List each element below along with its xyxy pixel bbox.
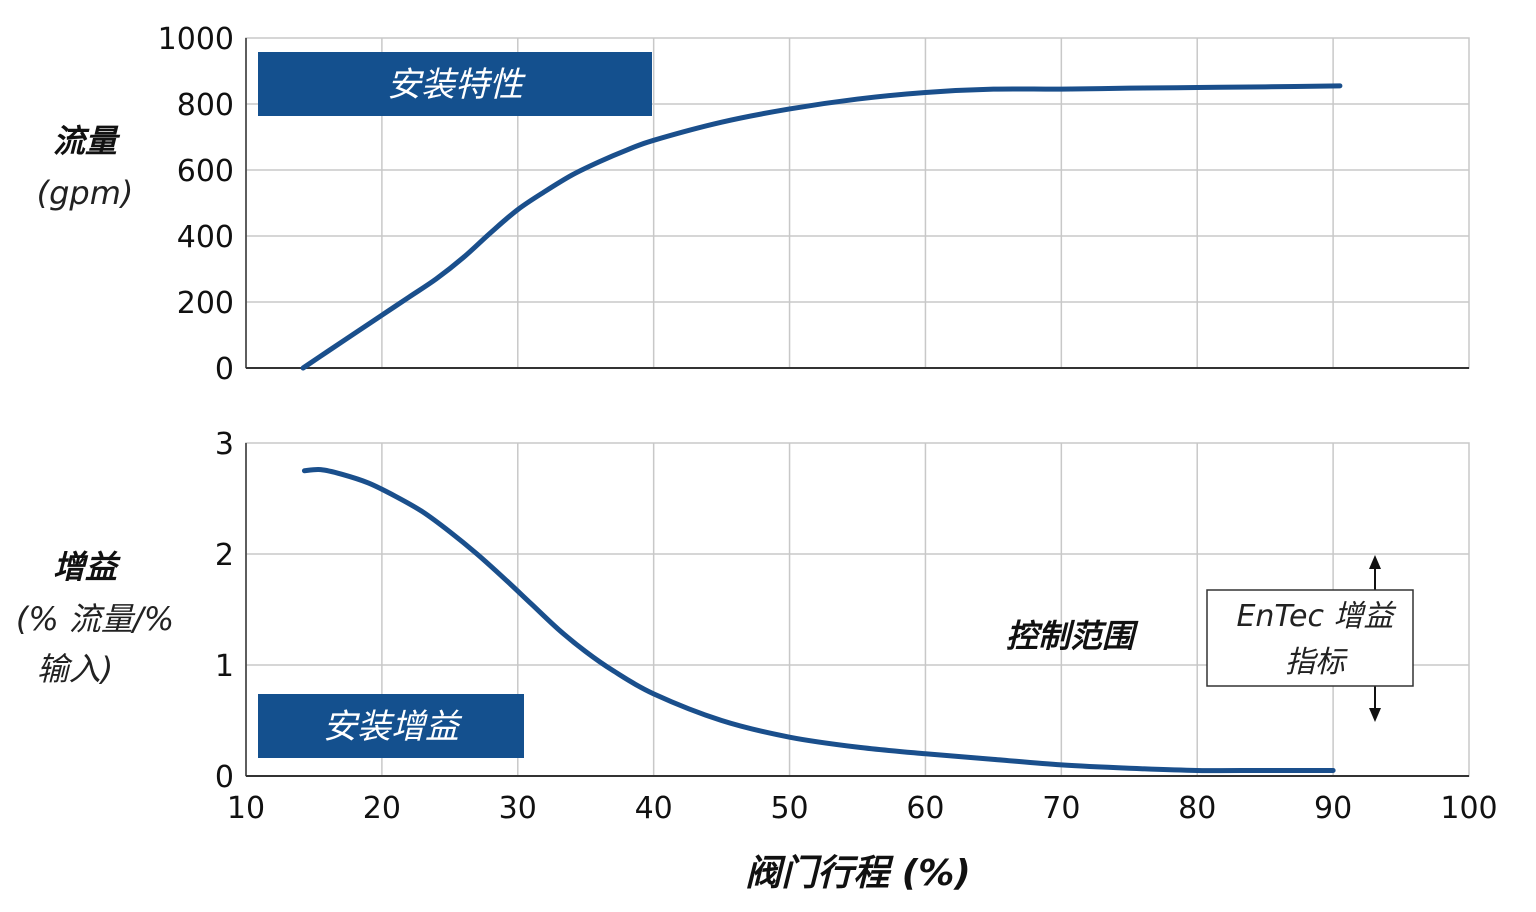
- flow-y-tick-label: 200: [177, 286, 234, 321]
- flow-curve: [300, 83, 1343, 371]
- entec-gain-box: [1206, 589, 1414, 687]
- x-tick-label: 70: [1042, 791, 1080, 826]
- gain-label-box: [258, 694, 524, 758]
- arrow-down-icon: [1369, 708, 1381, 722]
- control-range-label: 控制范围: [1006, 617, 1139, 655]
- gain-y-tick-label: 2: [215, 538, 234, 573]
- flow-y-tick-label: 1000: [158, 22, 234, 57]
- flow-y-tick-label: 800: [177, 88, 234, 123]
- x-tick-label: 30: [499, 791, 537, 826]
- gain-label-text: 安装增益: [323, 707, 463, 747]
- gain-curve: [301, 467, 1336, 774]
- flow-y-tick-label: 400: [177, 220, 234, 255]
- entec-gain-text-line2: 指标: [1285, 645, 1348, 680]
- gain-y-tick-label: 3: [215, 427, 234, 462]
- flow-label-box: [258, 52, 652, 116]
- flow-y-tick-label: 600: [177, 154, 234, 189]
- x-tick-label: 90: [1314, 791, 1352, 826]
- flow-panel: 0 200 400 600 800 1000 安装特性: [158, 22, 1470, 387]
- gain-y-tick-label: 1: [215, 649, 234, 684]
- x-tick-label: 20: [363, 791, 401, 826]
- flow-y-tick-label: 0: [215, 352, 234, 387]
- gain-axis-title: 增益: [53, 548, 121, 586]
- x-axis-title: 阀门行程 (%): [745, 853, 971, 894]
- x-tick-label: 50: [770, 791, 808, 826]
- x-tick-label: 40: [635, 791, 673, 826]
- gain-axis-unit-line1: (% 流量/%: [16, 600, 174, 638]
- entec-gain-text-line1: EnTec 增益: [1236, 599, 1396, 634]
- x-tick-label: 100: [1440, 791, 1497, 826]
- arrow-up-icon: [1369, 555, 1381, 569]
- gain-axis-unit-line2: 输入): [37, 650, 114, 688]
- x-tick-label: 80: [1178, 791, 1216, 826]
- flow-label-text: 安装特性: [387, 65, 526, 105]
- x-tick-label: 60: [906, 791, 944, 826]
- x-tick-label: 10: [227, 791, 265, 826]
- gain-y-tick-label: 0: [215, 760, 234, 795]
- gain-panel: 0 1 2 3 安装增益 10 20 30 40 50 60 70 80 90 100 控制范围 EnTec 增…: [215, 427, 1498, 826]
- flow-axis-unit: (gpm): [37, 174, 134, 212]
- flow-axis-title: 流量: [53, 122, 121, 160]
